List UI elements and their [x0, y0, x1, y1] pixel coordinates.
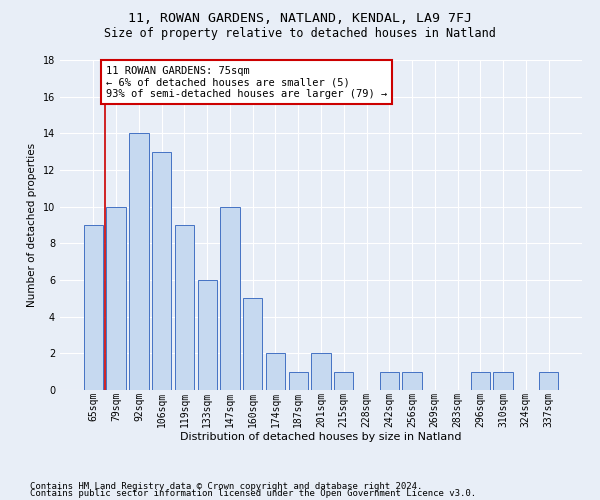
Bar — [289, 372, 308, 390]
Text: Contains HM Land Registry data © Crown copyright and database right 2024.: Contains HM Land Registry data © Crown c… — [30, 482, 422, 491]
Bar — [152, 152, 172, 390]
Bar — [129, 134, 149, 390]
Bar — [197, 280, 217, 390]
Bar — [380, 372, 399, 390]
Bar — [334, 372, 353, 390]
Bar — [106, 206, 126, 390]
Bar — [311, 354, 331, 390]
X-axis label: Distribution of detached houses by size in Natland: Distribution of detached houses by size … — [180, 432, 462, 442]
Text: 11, ROWAN GARDENS, NATLAND, KENDAL, LA9 7FJ: 11, ROWAN GARDENS, NATLAND, KENDAL, LA9 … — [128, 12, 472, 26]
Bar — [470, 372, 490, 390]
Bar — [493, 372, 513, 390]
Bar — [84, 225, 103, 390]
Text: Contains public sector information licensed under the Open Government Licence v3: Contains public sector information licen… — [30, 490, 476, 498]
Bar — [243, 298, 262, 390]
Text: Size of property relative to detached houses in Natland: Size of property relative to detached ho… — [104, 28, 496, 40]
Bar — [539, 372, 558, 390]
Bar — [266, 354, 285, 390]
Text: 11 ROWAN GARDENS: 75sqm
← 6% of detached houses are smaller (5)
93% of semi-deta: 11 ROWAN GARDENS: 75sqm ← 6% of detached… — [106, 66, 387, 98]
Y-axis label: Number of detached properties: Number of detached properties — [27, 143, 37, 307]
Bar — [175, 225, 194, 390]
Bar — [220, 206, 239, 390]
Bar — [403, 372, 422, 390]
